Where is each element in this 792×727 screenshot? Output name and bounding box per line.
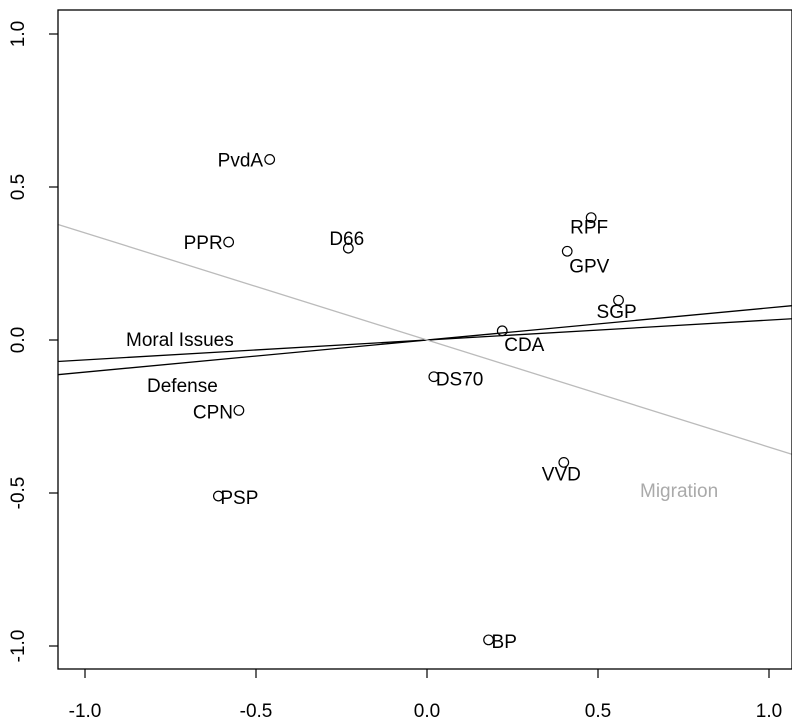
point-label-cpn: CPN	[193, 402, 233, 423]
x-tick-label: 0.5	[585, 701, 611, 722]
point-label-d66: D66	[329, 229, 364, 250]
x-tick-label: 1.0	[756, 701, 782, 722]
point-cda	[496, 325, 508, 337]
x-tick-label: 0.0	[414, 701, 440, 722]
y-tick-label: 0.0	[8, 327, 29, 353]
point-label-cda: CDA	[504, 335, 544, 356]
point-label-psp: PSP	[220, 488, 258, 509]
line-migration	[57, 223, 792, 455]
point-sgp	[613, 294, 624, 306]
point-label-sgp: SGP	[597, 302, 637, 323]
point-label-ppr: PPR	[184, 233, 223, 254]
point-cpn	[233, 404, 245, 416]
direction-lines: Moral Issues Defense Migration	[57, 223, 792, 502]
point-ppr	[223, 236, 235, 248]
line-label-moral-issues: Moral Issues	[126, 330, 234, 351]
y-tick-label: 1.0	[8, 21, 29, 47]
point-label-pvda: PvdA	[218, 150, 264, 171]
plot-frame	[57, 9, 792, 670]
x-tick-label: -0.5	[240, 701, 273, 722]
axes: -1.0 -0.5 0.0 0.5 1.0 -1.0 -0.5 0.0 0.5 1.0	[8, 21, 782, 722]
y-tick-label: -1.0	[8, 630, 29, 663]
point-pvda	[264, 154, 276, 165]
line-label-defense: Defense	[147, 376, 218, 397]
line-label-migration: Migration	[640, 481, 718, 502]
y-tick-label: -0.5	[8, 477, 29, 510]
data-points: PvdA PPR D66 RPF GPV SGP CDA DS70 CPN VVD PSP BP	[184, 150, 637, 652]
line-defense	[57, 305, 792, 376]
point-label-ds70: DS70	[436, 370, 484, 391]
point-rpf	[585, 212, 597, 224]
x-tick-label: -1.0	[69, 701, 102, 722]
point-psp	[212, 490, 224, 502]
y-tick-label: 0.5	[8, 174, 29, 200]
point-label-rpf: RPF	[570, 218, 608, 239]
point-d66	[342, 242, 354, 254]
point-vvd	[558, 457, 570, 468]
point-bp	[483, 634, 494, 646]
point-label-bp: BP	[492, 632, 517, 653]
point-label-gpv: GPV	[569, 256, 609, 277]
point-label-vvd: VVD	[542, 464, 581, 485]
point-ds70	[428, 371, 440, 383]
point-gpv	[561, 245, 573, 257]
